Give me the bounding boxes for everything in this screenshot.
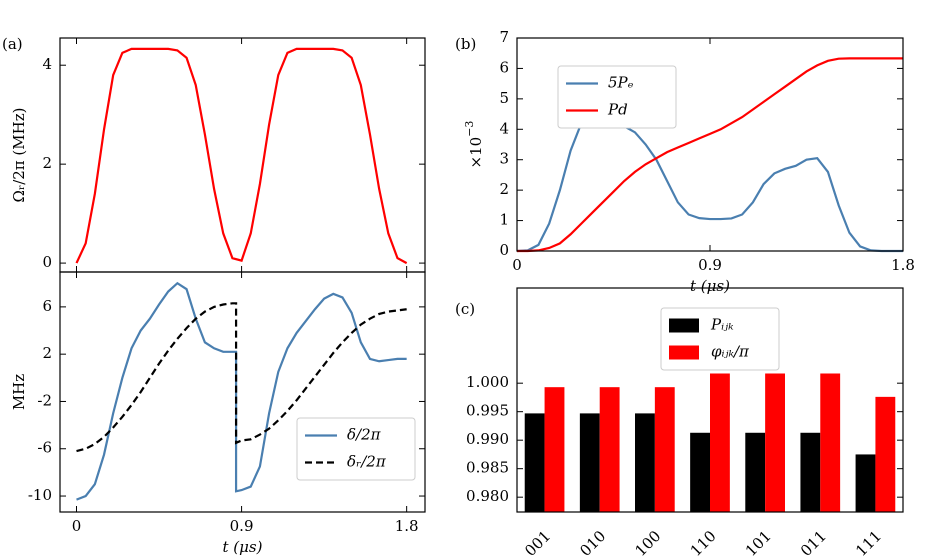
x-tick-label: 1.8 <box>395 517 419 535</box>
y-tick-label: 0.985 <box>466 459 509 477</box>
x-tick-label: 0 <box>512 256 522 274</box>
y-tick-label: 0 <box>499 241 509 259</box>
x-tick-label: 101 <box>742 527 775 556</box>
legend-box <box>296 417 416 481</box>
bar <box>875 396 896 512</box>
y-tick-label: 2 <box>42 154 52 172</box>
axes-frame <box>516 287 904 513</box>
bar <box>800 432 821 512</box>
y-tick-label: 2 <box>499 180 509 198</box>
panel-label: (b) <box>455 35 476 53</box>
line <box>76 281 407 501</box>
legend-label: Pᵢⱼₖ <box>710 316 734 334</box>
x-tick-label: 010 <box>576 527 609 556</box>
line <box>75 47 408 265</box>
x-axis-label: t (μs) <box>690 277 730 295</box>
x-tick-label: 0.9 <box>698 256 722 274</box>
bar <box>855 454 876 512</box>
y-tick-label: 0.995 <box>466 402 509 420</box>
x-tick-label: 110 <box>687 527 720 556</box>
line <box>76 302 407 453</box>
x-tick-label: 100 <box>632 527 665 556</box>
x-tick-label: 0 <box>72 517 82 535</box>
y-tick-label: 3 <box>499 150 509 168</box>
legend-label: 5Pₑ <box>608 74 634 92</box>
legend-swatch <box>669 318 699 333</box>
bar <box>690 432 710 512</box>
bar <box>579 413 600 512</box>
line <box>517 57 903 253</box>
y-tick-label: 4 <box>42 55 52 73</box>
x-axis-label: t (μs) <box>223 538 263 556</box>
bar <box>820 373 841 512</box>
x-tick-label: 011 <box>797 527 830 556</box>
x-tick-label: 1.8 <box>891 256 915 274</box>
y-tick-label: -6 <box>37 439 52 457</box>
legend-label: δᵣ/2π <box>347 453 387 471</box>
legend-label: φᵢⱼₖ/π <box>711 343 750 361</box>
y-tick-label: 2 <box>42 344 52 362</box>
panel-label: (c) <box>455 300 475 318</box>
y-axis-label: Ωᵣ/2π (MHz) <box>10 108 28 203</box>
bar <box>654 387 675 512</box>
y-tick-label: -2 <box>37 391 52 409</box>
y-tick-label: 6 <box>499 58 509 76</box>
bar <box>635 413 655 512</box>
axes-frame <box>516 37 904 252</box>
bar <box>765 373 785 512</box>
x-tick-label: 111 <box>852 527 885 556</box>
y-tick-label: 0.990 <box>466 430 509 448</box>
x-tick-label: 001 <box>521 527 554 556</box>
bar <box>524 413 545 512</box>
y-axis-label-exponent: −3 <box>463 121 476 137</box>
y-axis-label-text: MHz <box>10 374 28 410</box>
panel-label: (a) <box>2 35 23 53</box>
x-tick-label: 0.9 <box>230 517 254 535</box>
legend-box <box>557 65 677 129</box>
bar <box>745 432 766 512</box>
y-tick-label: 6 <box>42 297 52 315</box>
y-tick-label: -10 <box>28 486 52 504</box>
y-tick-label: 1.000 <box>466 373 509 391</box>
bar <box>599 387 620 512</box>
y-tick-label: 5 <box>499 89 509 107</box>
y-axis-label-text: Ωᵣ/2π (MHz) <box>10 108 28 203</box>
y-tick-label: 4 <box>499 119 509 137</box>
y-tick-label: 0.980 <box>466 487 509 505</box>
legend-label: Pd <box>607 101 628 119</box>
bar <box>710 373 730 512</box>
axes-frame <box>59 271 426 513</box>
bar <box>544 387 565 512</box>
legend-label: δ/2π <box>347 426 382 444</box>
y-tick-label: 0 <box>42 253 52 271</box>
y-axis-label: ×10−3 <box>463 121 485 169</box>
legend-swatch <box>669 345 699 360</box>
y-tick-label: 7 <box>499 28 509 46</box>
y-tick-label: 1 <box>499 211 509 229</box>
y-axis-label: MHz <box>10 374 28 410</box>
y-axis-label-text: ×10 <box>467 137 485 169</box>
